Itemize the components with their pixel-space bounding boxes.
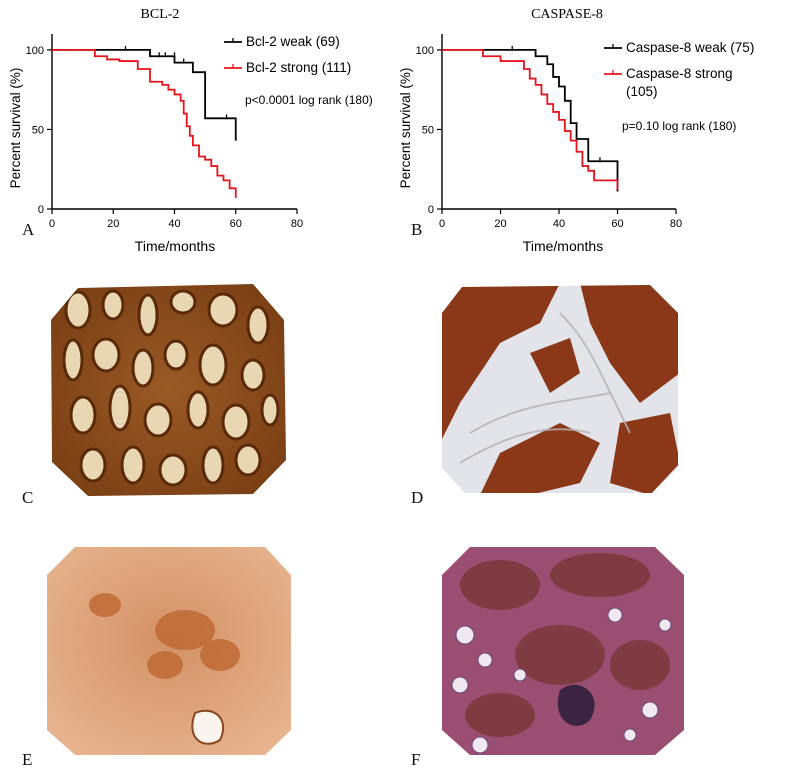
- x-tick-label: 0: [439, 218, 445, 230]
- micrograph-c-image: [48, 280, 288, 498]
- chart-title: BCL-2: [141, 7, 180, 22]
- panel-label-e: E: [22, 750, 33, 769]
- micrograph-d-image: [440, 283, 680, 495]
- series-line-weak: [442, 49, 619, 192]
- micrograph-e-image: [45, 545, 293, 757]
- panel-label-a: A: [22, 220, 35, 239]
- plot-area: 0 20 40 60 80 0 50 100 Bcl-2 weak (69) Bcl-2 stro…: [26, 34, 351, 230]
- x-tick-label: 60: [230, 218, 242, 230]
- annotation-pvalue: p=0.10 log rank (180): [622, 119, 736, 133]
- y-tick-label: 0: [428, 204, 434, 216]
- series-line-strong: [52, 49, 237, 198]
- x-tick-label: 40: [553, 218, 565, 230]
- y-axis-label: Percent survival (%): [398, 68, 413, 189]
- chart-bcl2: BCL-2 0 20 40 60 80 0 50 100 Bcl-2 weak (69) Bcl-…: [8, 7, 373, 254]
- x-axis-label: Time/months: [523, 238, 603, 254]
- x-tick-label: 80: [291, 218, 303, 230]
- series-line-strong: [442, 49, 619, 190]
- annotation-pvalue: p<0.0001 log rank (180): [245, 93, 373, 107]
- chart-caspase8: CASPASE-8 0 20 40 60 80 0 50 100 Caspase-8 weak …: [398, 7, 754, 254]
- micrograph-f-image: [440, 545, 686, 757]
- legend-label: Caspase-8 weak (75): [626, 40, 754, 55]
- legend-label: Caspase-8 strong: [626, 66, 733, 81]
- legend-label: Bcl-2 strong (111): [246, 60, 351, 75]
- panel-label-b: B: [411, 220, 423, 239]
- panel-label-f: F: [411, 750, 421, 769]
- y-tick-label: 50: [422, 124, 434, 136]
- y-axis-label: Percent survival (%): [8, 68, 23, 189]
- panel-label-d: D: [411, 488, 424, 507]
- legend-label-cont: (105): [626, 84, 658, 99]
- x-tick-label: 0: [49, 218, 55, 230]
- series-line-weak: [52, 49, 237, 141]
- x-tick-label: 20: [494, 218, 506, 230]
- panel-label-c: C: [22, 488, 34, 507]
- legend-label: Bcl-2 weak (69): [246, 34, 340, 49]
- plot-area: 0 20 40 60 80 0 50 100 Caspase-8 weak (75) Caspas…: [416, 34, 754, 230]
- y-tick-label: 100: [26, 45, 44, 57]
- y-tick-label: 0: [38, 204, 44, 216]
- x-tick-label: 80: [670, 218, 682, 230]
- x-tick-label: 60: [611, 218, 623, 230]
- x-axis-label: Time/months: [135, 238, 215, 254]
- y-tick-label: 50: [32, 124, 44, 136]
- x-tick-label: 20: [107, 218, 119, 230]
- chart-title: CASPASE-8: [531, 7, 603, 22]
- x-tick-label: 40: [168, 218, 180, 230]
- y-tick-label: 100: [416, 45, 434, 57]
